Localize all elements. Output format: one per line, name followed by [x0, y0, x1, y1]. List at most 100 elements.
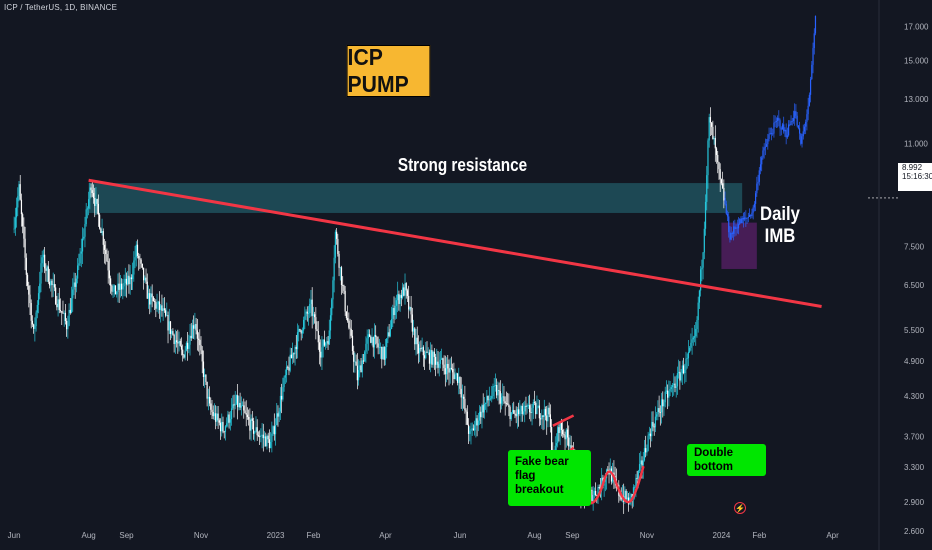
- price-candle: [569, 445, 571, 447]
- price-candle: [355, 361, 357, 366]
- price-candle: [566, 429, 569, 438]
- price-candle: [676, 373, 679, 387]
- price-candle: [428, 352, 431, 364]
- price-candle: [447, 363, 449, 369]
- price-candle: [267, 435, 269, 440]
- price-candle: [557, 427, 559, 444]
- price-candle: [234, 403, 236, 406]
- price-candle: [450, 367, 453, 369]
- price-candle: [249, 419, 251, 431]
- price-candle: [299, 328, 301, 331]
- price-candle: [411, 314, 413, 332]
- flash-icon[interactable]: ⚡: [734, 502, 746, 514]
- price-candle: [516, 409, 519, 417]
- price-candle: [156, 304, 158, 309]
- price-candle: [30, 303, 32, 321]
- price-candle: [350, 328, 352, 336]
- price-candle: [151, 293, 153, 298]
- price-candle: [538, 405, 540, 419]
- price-candle: [443, 364, 445, 369]
- price-candle: [649, 433, 652, 437]
- projection-candle: [774, 121, 776, 123]
- projection-candle: [773, 122, 775, 134]
- projection-candle: [785, 129, 787, 138]
- price-candle: [184, 350, 186, 358]
- price-candle: [537, 405, 539, 408]
- projection-candle: [751, 212, 753, 217]
- x-tick-label: 2024: [713, 531, 731, 540]
- projection-candle: [779, 120, 781, 129]
- price-candle: [157, 301, 159, 305]
- price-candle: [379, 347, 382, 348]
- price-candle: [496, 384, 498, 396]
- price-candle: [161, 305, 163, 312]
- price-candle: [272, 426, 274, 434]
- price-candle: [511, 410, 514, 413]
- projection-candle: [783, 124, 785, 132]
- price-candle: [145, 277, 147, 282]
- price-candle: [223, 431, 225, 433]
- price-candle: [84, 224, 86, 237]
- price-candle: [315, 317, 317, 330]
- projection-candle: [806, 114, 808, 122]
- callout-double-bottom: Double bottom: [687, 444, 766, 476]
- price-candle: [461, 396, 464, 398]
- projection-candle: [789, 124, 791, 126]
- price-candle: [50, 280, 52, 286]
- price-candle: [34, 326, 36, 329]
- price-candle: [404, 283, 406, 296]
- price-candle: [292, 353, 294, 359]
- price-candle: [636, 477, 638, 479]
- price-candle: [449, 367, 451, 373]
- price-candle: [117, 283, 119, 293]
- price-candle: [508, 404, 510, 408]
- price-candle: [651, 422, 653, 437]
- price-candle: [472, 428, 475, 431]
- price-candle: [301, 330, 304, 334]
- projection-candle: [769, 133, 771, 135]
- price-candle: [25, 257, 27, 275]
- price-candle: [540, 418, 542, 420]
- price-candle: [309, 303, 311, 314]
- price-candle: [173, 334, 175, 345]
- price-candle: [351, 335, 354, 352]
- price-candle: [228, 414, 230, 423]
- projection-candle: [796, 115, 798, 126]
- price-candle: [15, 207, 18, 218]
- price-candle: [399, 295, 401, 304]
- price-candle: [321, 347, 323, 358]
- projection-candle: [737, 224, 740, 229]
- price-candle: [536, 407, 538, 415]
- price-candle: [317, 331, 319, 343]
- price-candle: [246, 414, 249, 418]
- projection-candle: [803, 126, 806, 132]
- price-candle: [377, 343, 379, 348]
- projection-candle: [812, 48, 814, 65]
- price-candle: [266, 435, 268, 447]
- price-candle: [570, 445, 572, 450]
- price-candle: [298, 328, 300, 333]
- price-candle: [458, 376, 460, 383]
- price-candle: [296, 332, 299, 350]
- price-candle: [158, 301, 161, 311]
- price-candle: [230, 408, 233, 420]
- price-candle: [88, 199, 90, 209]
- price-candle: [518, 409, 520, 415]
- price-candle: [122, 286, 124, 290]
- price-candle: [260, 435, 262, 437]
- price-candle: [119, 283, 121, 290]
- title-annotation: ICP PUMP: [346, 44, 431, 97]
- price-candle: [471, 428, 473, 430]
- price-candle: [233, 404, 235, 406]
- projection-candle: [791, 120, 793, 122]
- candle-countdown: 15:16:30: [902, 172, 932, 181]
- price-candle: [703, 228, 705, 253]
- price-candle: [704, 201, 707, 229]
- price-candle: [410, 307, 412, 315]
- price-candle: [423, 355, 426, 359]
- price-candle: [268, 439, 271, 449]
- price-candle: [232, 404, 234, 409]
- price-candle: [480, 411, 482, 418]
